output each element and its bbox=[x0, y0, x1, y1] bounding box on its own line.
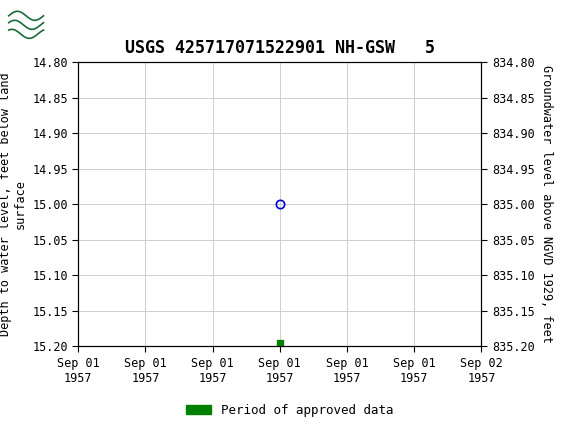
Y-axis label: Depth to water level, feet below land
surface: Depth to water level, feet below land su… bbox=[0, 72, 27, 336]
Legend: Period of approved data: Period of approved data bbox=[181, 399, 399, 421]
Y-axis label: Groundwater level above NGVD 1929, feet: Groundwater level above NGVD 1929, feet bbox=[540, 65, 553, 343]
Text: USGS: USGS bbox=[49, 12, 113, 33]
FancyBboxPatch shape bbox=[6, 3, 81, 42]
Title: USGS 425717071522901 NH-GSW   5: USGS 425717071522901 NH-GSW 5 bbox=[125, 39, 435, 57]
